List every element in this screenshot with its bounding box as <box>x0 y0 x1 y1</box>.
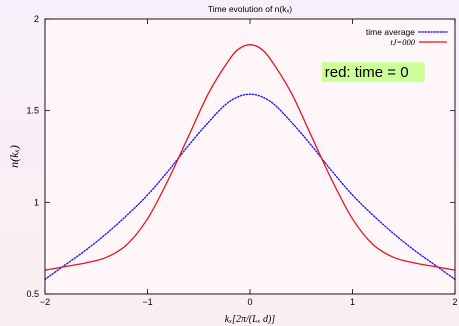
x-tick-label: 0 <box>247 297 252 307</box>
x-axis-label: kₓ[2π/(Lₓ d)] <box>225 314 276 325</box>
annotation-text-0: red: time = 0 <box>325 64 409 81</box>
x-tick-label: −1 <box>142 297 152 307</box>
annotation-box-0 <box>321 62 425 83</box>
x-tick-label: 2 <box>452 297 457 307</box>
legend-label-1: tJ=000 <box>390 37 415 47</box>
plot-frame <box>44 18 456 295</box>
y-tick-label: 1.5 <box>26 106 39 116</box>
series-line-0 <box>44 93 456 281</box>
series-line-1 <box>44 44 456 271</box>
x-tick-label: −2 <box>40 297 50 307</box>
plot-area <box>45 19 455 294</box>
y-tick-label: 0.5 <box>26 289 39 299</box>
y-tick-label: 2 <box>34 14 39 24</box>
legend-label-0: time average <box>366 27 415 37</box>
plot-layer: −2 −1 0 1 2 0.5 1 1.5 2 Time evolution of n(kₓ) kₓ… <box>7 4 458 325</box>
x-tick-label: 1 <box>350 297 355 307</box>
chart-title: Time evolution of n(kₓ) <box>208 4 292 14</box>
y-tick-label: 1 <box>34 197 39 207</box>
y-axis-label: n(kₓ) <box>7 145 21 168</box>
